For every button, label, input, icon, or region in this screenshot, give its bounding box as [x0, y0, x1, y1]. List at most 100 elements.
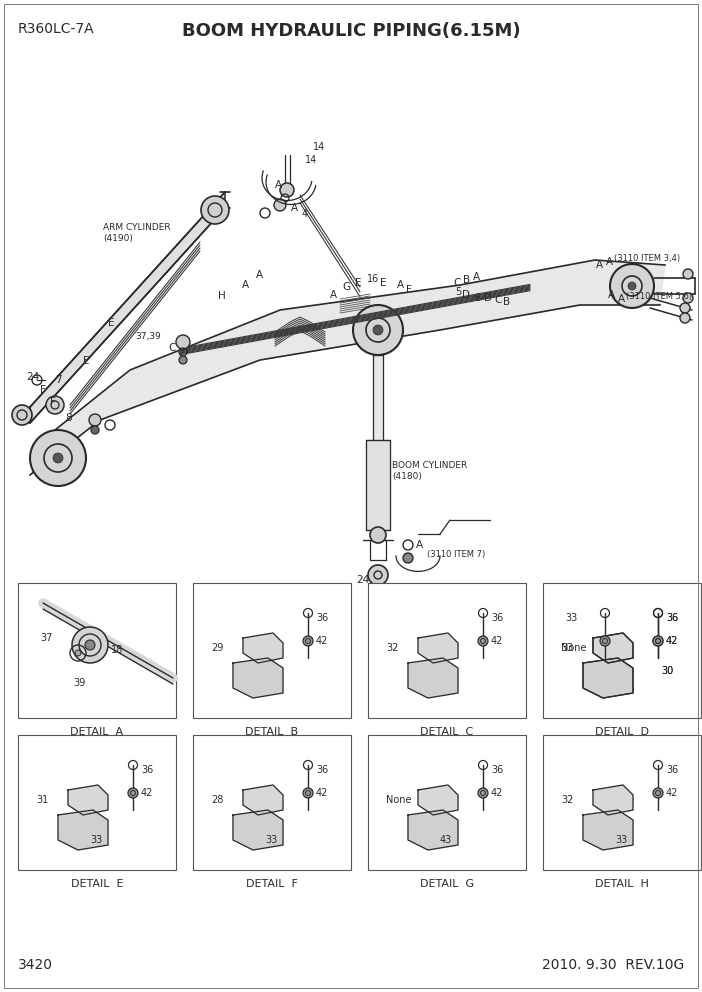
Circle shape	[373, 325, 383, 335]
Text: A: A	[416, 540, 423, 550]
Text: 36: 36	[666, 765, 678, 775]
Text: 36: 36	[141, 765, 153, 775]
Text: B: B	[503, 297, 510, 307]
Text: 42: 42	[316, 636, 329, 646]
Text: 36: 36	[491, 765, 503, 775]
Text: (3110 ITEM 3,4): (3110 ITEM 3,4)	[614, 254, 680, 263]
Circle shape	[274, 199, 286, 211]
Text: 33: 33	[265, 835, 277, 845]
Text: (3110 ITEM 7): (3110 ITEM 7)	[427, 551, 485, 559]
Text: 14: 14	[313, 142, 325, 152]
Circle shape	[303, 788, 313, 798]
Circle shape	[478, 636, 488, 646]
Circle shape	[683, 293, 693, 303]
Text: 42: 42	[316, 788, 329, 798]
Text: 24: 24	[356, 575, 369, 585]
Text: 36: 36	[316, 765, 329, 775]
Text: 36: 36	[666, 613, 678, 623]
Text: 4: 4	[302, 209, 308, 219]
Text: 24: 24	[26, 372, 39, 382]
Text: 36: 36	[491, 613, 503, 623]
Text: 33: 33	[565, 613, 577, 623]
Circle shape	[403, 553, 413, 563]
Text: 30: 30	[661, 666, 673, 676]
Polygon shape	[418, 633, 458, 663]
Polygon shape	[418, 785, 458, 815]
Bar	[543, 583, 701, 718]
Text: R360LC-7A: R360LC-7A	[18, 22, 95, 36]
Polygon shape	[366, 440, 390, 530]
Text: H: H	[218, 291, 226, 301]
Circle shape	[653, 636, 663, 646]
Circle shape	[683, 269, 693, 279]
Text: A: A	[608, 290, 615, 300]
Text: E: E	[108, 318, 114, 328]
Text: A: A	[618, 294, 625, 304]
Text: D: D	[484, 293, 492, 303]
Text: F: F	[40, 385, 46, 395]
Text: C: C	[494, 295, 501, 305]
Bar	[368, 735, 526, 870]
Circle shape	[30, 430, 86, 486]
Text: 42: 42	[491, 636, 503, 646]
Text: 8: 8	[65, 413, 72, 423]
Polygon shape	[30, 260, 665, 475]
Circle shape	[303, 636, 313, 646]
Text: 7: 7	[55, 375, 62, 385]
Circle shape	[201, 196, 229, 224]
Text: (3110 ITEM 5,6): (3110 ITEM 5,6)	[626, 292, 692, 301]
Text: A: A	[596, 260, 603, 270]
Text: 36: 36	[316, 613, 329, 623]
Text: DETAIL  H: DETAIL H	[595, 879, 649, 889]
Text: DETAIL  A: DETAIL A	[70, 727, 124, 737]
Polygon shape	[408, 658, 458, 698]
Polygon shape	[583, 658, 633, 698]
Text: 33: 33	[615, 835, 628, 845]
Text: 37,39: 37,39	[135, 331, 161, 340]
Circle shape	[91, 426, 99, 434]
Polygon shape	[593, 785, 633, 815]
Circle shape	[610, 264, 654, 308]
Bar	[18, 583, 176, 718]
Text: A: A	[606, 257, 613, 267]
Text: 42: 42	[666, 636, 678, 646]
Circle shape	[176, 335, 190, 349]
Text: 42: 42	[491, 788, 503, 798]
Text: 43: 43	[440, 835, 452, 845]
Polygon shape	[243, 785, 283, 815]
Text: (4180): (4180)	[392, 472, 422, 481]
Text: BOOM CYLINDER: BOOM CYLINDER	[392, 460, 468, 469]
Polygon shape	[30, 192, 225, 423]
Text: 31: 31	[36, 795, 48, 805]
Polygon shape	[583, 658, 633, 698]
Text: DETAIL  B: DETAIL B	[246, 727, 298, 737]
Text: F: F	[50, 397, 56, 407]
Text: C: C	[168, 343, 176, 353]
Circle shape	[85, 640, 95, 650]
Text: E: E	[83, 356, 89, 366]
Text: 6: 6	[474, 293, 480, 303]
Text: DETAIL  E: DETAIL E	[71, 879, 124, 889]
Text: G: G	[342, 282, 350, 292]
Text: A: A	[275, 180, 282, 190]
Circle shape	[53, 453, 63, 463]
Polygon shape	[593, 633, 633, 663]
Bar	[193, 735, 351, 870]
Text: 42: 42	[141, 788, 153, 798]
Text: 29: 29	[211, 643, 223, 653]
Text: 14: 14	[305, 155, 317, 165]
Bar	[368, 583, 526, 718]
Text: DETAIL  D: DETAIL D	[595, 727, 649, 737]
Polygon shape	[233, 810, 283, 850]
Circle shape	[353, 305, 403, 355]
Circle shape	[179, 356, 187, 364]
Bar	[543, 735, 701, 870]
Text: A: A	[291, 203, 298, 213]
Text: E: E	[380, 278, 387, 288]
Text: A: A	[397, 280, 404, 290]
Text: BOOM HYDRAULIC PIPING(6.15M): BOOM HYDRAULIC PIPING(6.15M)	[182, 22, 520, 40]
Circle shape	[128, 788, 138, 798]
Polygon shape	[58, 810, 108, 850]
Circle shape	[75, 650, 81, 656]
Text: DETAIL  C: DETAIL C	[420, 727, 474, 737]
